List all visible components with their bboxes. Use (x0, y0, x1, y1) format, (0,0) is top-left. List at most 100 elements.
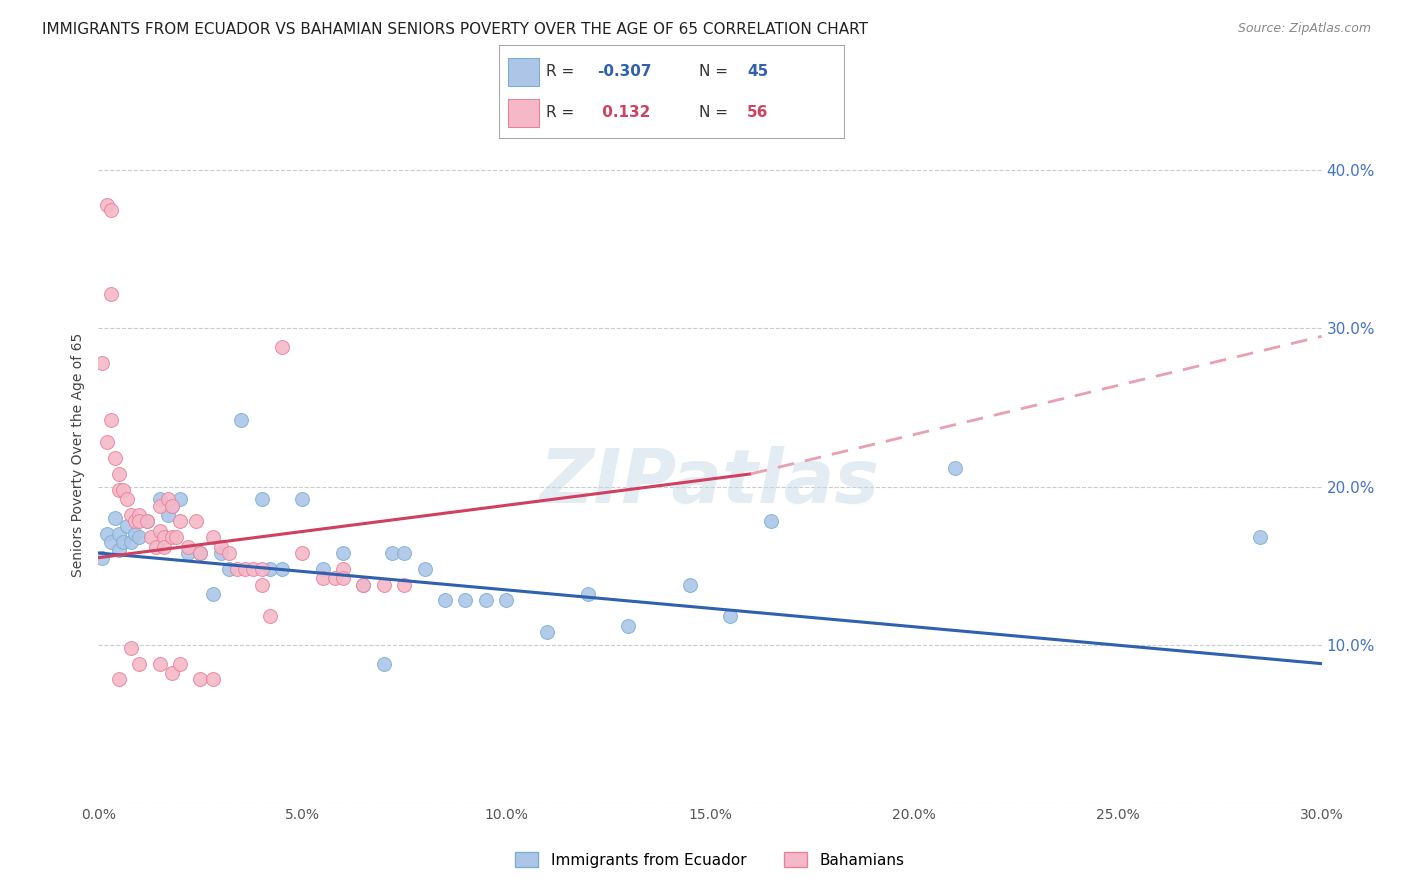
Point (160, 666, 183, 681)
Point (291, 546, 314, 560)
Point (91, 356, 114, 370)
Point (120, 508, 142, 522)
Point (128, 514, 150, 528)
Point (120, 534, 142, 549)
Point (100, 286, 122, 301)
Point (100, 413, 122, 427)
Point (136, 514, 159, 528)
Point (145, 540, 167, 554)
Point (270, 340, 294, 354)
Point (233, 562, 256, 576)
Point (91, 550, 114, 565)
Point (104, 451, 127, 466)
Point (108, 673, 131, 687)
Point (291, 492, 314, 507)
Point (177, 540, 200, 554)
Point (188, 546, 212, 560)
Point (141, 530, 163, 544)
Point (120, 640, 142, 655)
Point (495, 593, 517, 607)
Point (381, 546, 404, 560)
Point (201, 673, 224, 687)
Point (679, 577, 702, 591)
Text: 45: 45 (747, 64, 769, 79)
Point (128, 508, 150, 522)
Point (156, 508, 179, 522)
Point (576, 587, 599, 601)
Point (312, 562, 335, 576)
Text: ZIPatlas: ZIPatlas (540, 446, 880, 519)
Point (454, 593, 477, 607)
Point (108, 542, 131, 557)
Text: -0.307: -0.307 (598, 64, 652, 79)
Point (149, 499, 172, 513)
Point (177, 546, 200, 560)
Point (259, 609, 281, 624)
Y-axis label: Seniors Poverty Over the Age of 65: Seniors Poverty Over the Age of 65 (72, 333, 86, 577)
Point (188, 673, 212, 687)
Point (108, 483, 131, 497)
Point (96, 435, 118, 450)
Text: N =: N = (699, 105, 733, 120)
Point (373, 577, 395, 591)
Point (152, 530, 174, 544)
Point (149, 524, 172, 538)
Point (149, 492, 172, 507)
Point (218, 562, 240, 576)
Bar (508, 99, 538, 127)
Point (270, 562, 294, 576)
Point (323, 571, 346, 585)
Point (128, 530, 150, 544)
Text: IMMIGRANTS FROM ECUADOR VS BAHAMIAN SENIORS POVERTY OVER THE AGE OF 65 CORRELATI: IMMIGRANTS FROM ECUADOR VS BAHAMIAN SENI… (42, 22, 868, 37)
Point (1249, 530, 1271, 544)
Point (231, 413, 253, 427)
Text: Source: ZipAtlas.com: Source: ZipAtlas.com (1237, 22, 1371, 36)
Point (169, 492, 191, 507)
Point (943, 460, 966, 475)
Point (434, 593, 457, 607)
Text: N =: N = (699, 64, 733, 79)
Point (160, 499, 183, 513)
Point (100, 534, 122, 549)
Point (201, 587, 224, 601)
Point (128, 657, 150, 671)
Point (111, 483, 134, 497)
Point (352, 577, 374, 591)
Point (209, 546, 232, 560)
Point (250, 577, 273, 591)
Point (124, 514, 146, 528)
Point (352, 577, 374, 591)
Point (218, 546, 240, 560)
Point (169, 657, 191, 671)
Point (201, 530, 224, 544)
Legend: Immigrants from Ecuador, Bahamians: Immigrants from Ecuador, Bahamians (508, 845, 912, 875)
Point (209, 540, 232, 554)
Point (474, 593, 498, 607)
Point (169, 514, 191, 528)
Point (332, 571, 354, 585)
Point (259, 562, 281, 576)
Bar (508, 58, 538, 86)
Point (312, 571, 335, 585)
Text: R =: R = (546, 105, 579, 120)
Point (332, 546, 354, 560)
Point (186, 514, 208, 528)
Point (413, 562, 436, 576)
Point (100, 202, 122, 217)
Point (250, 492, 273, 507)
Point (160, 530, 183, 544)
Point (761, 514, 783, 528)
Point (392, 577, 416, 591)
Point (332, 562, 354, 576)
Text: 0.132: 0.132 (598, 105, 651, 120)
Point (242, 562, 264, 576)
Point (115, 492, 138, 507)
Point (111, 534, 134, 549)
Point (108, 527, 131, 541)
Point (104, 511, 127, 525)
Point (149, 657, 172, 671)
Text: 56: 56 (747, 105, 769, 120)
Point (617, 618, 640, 632)
Point (188, 546, 212, 560)
Point (96, 198, 118, 212)
